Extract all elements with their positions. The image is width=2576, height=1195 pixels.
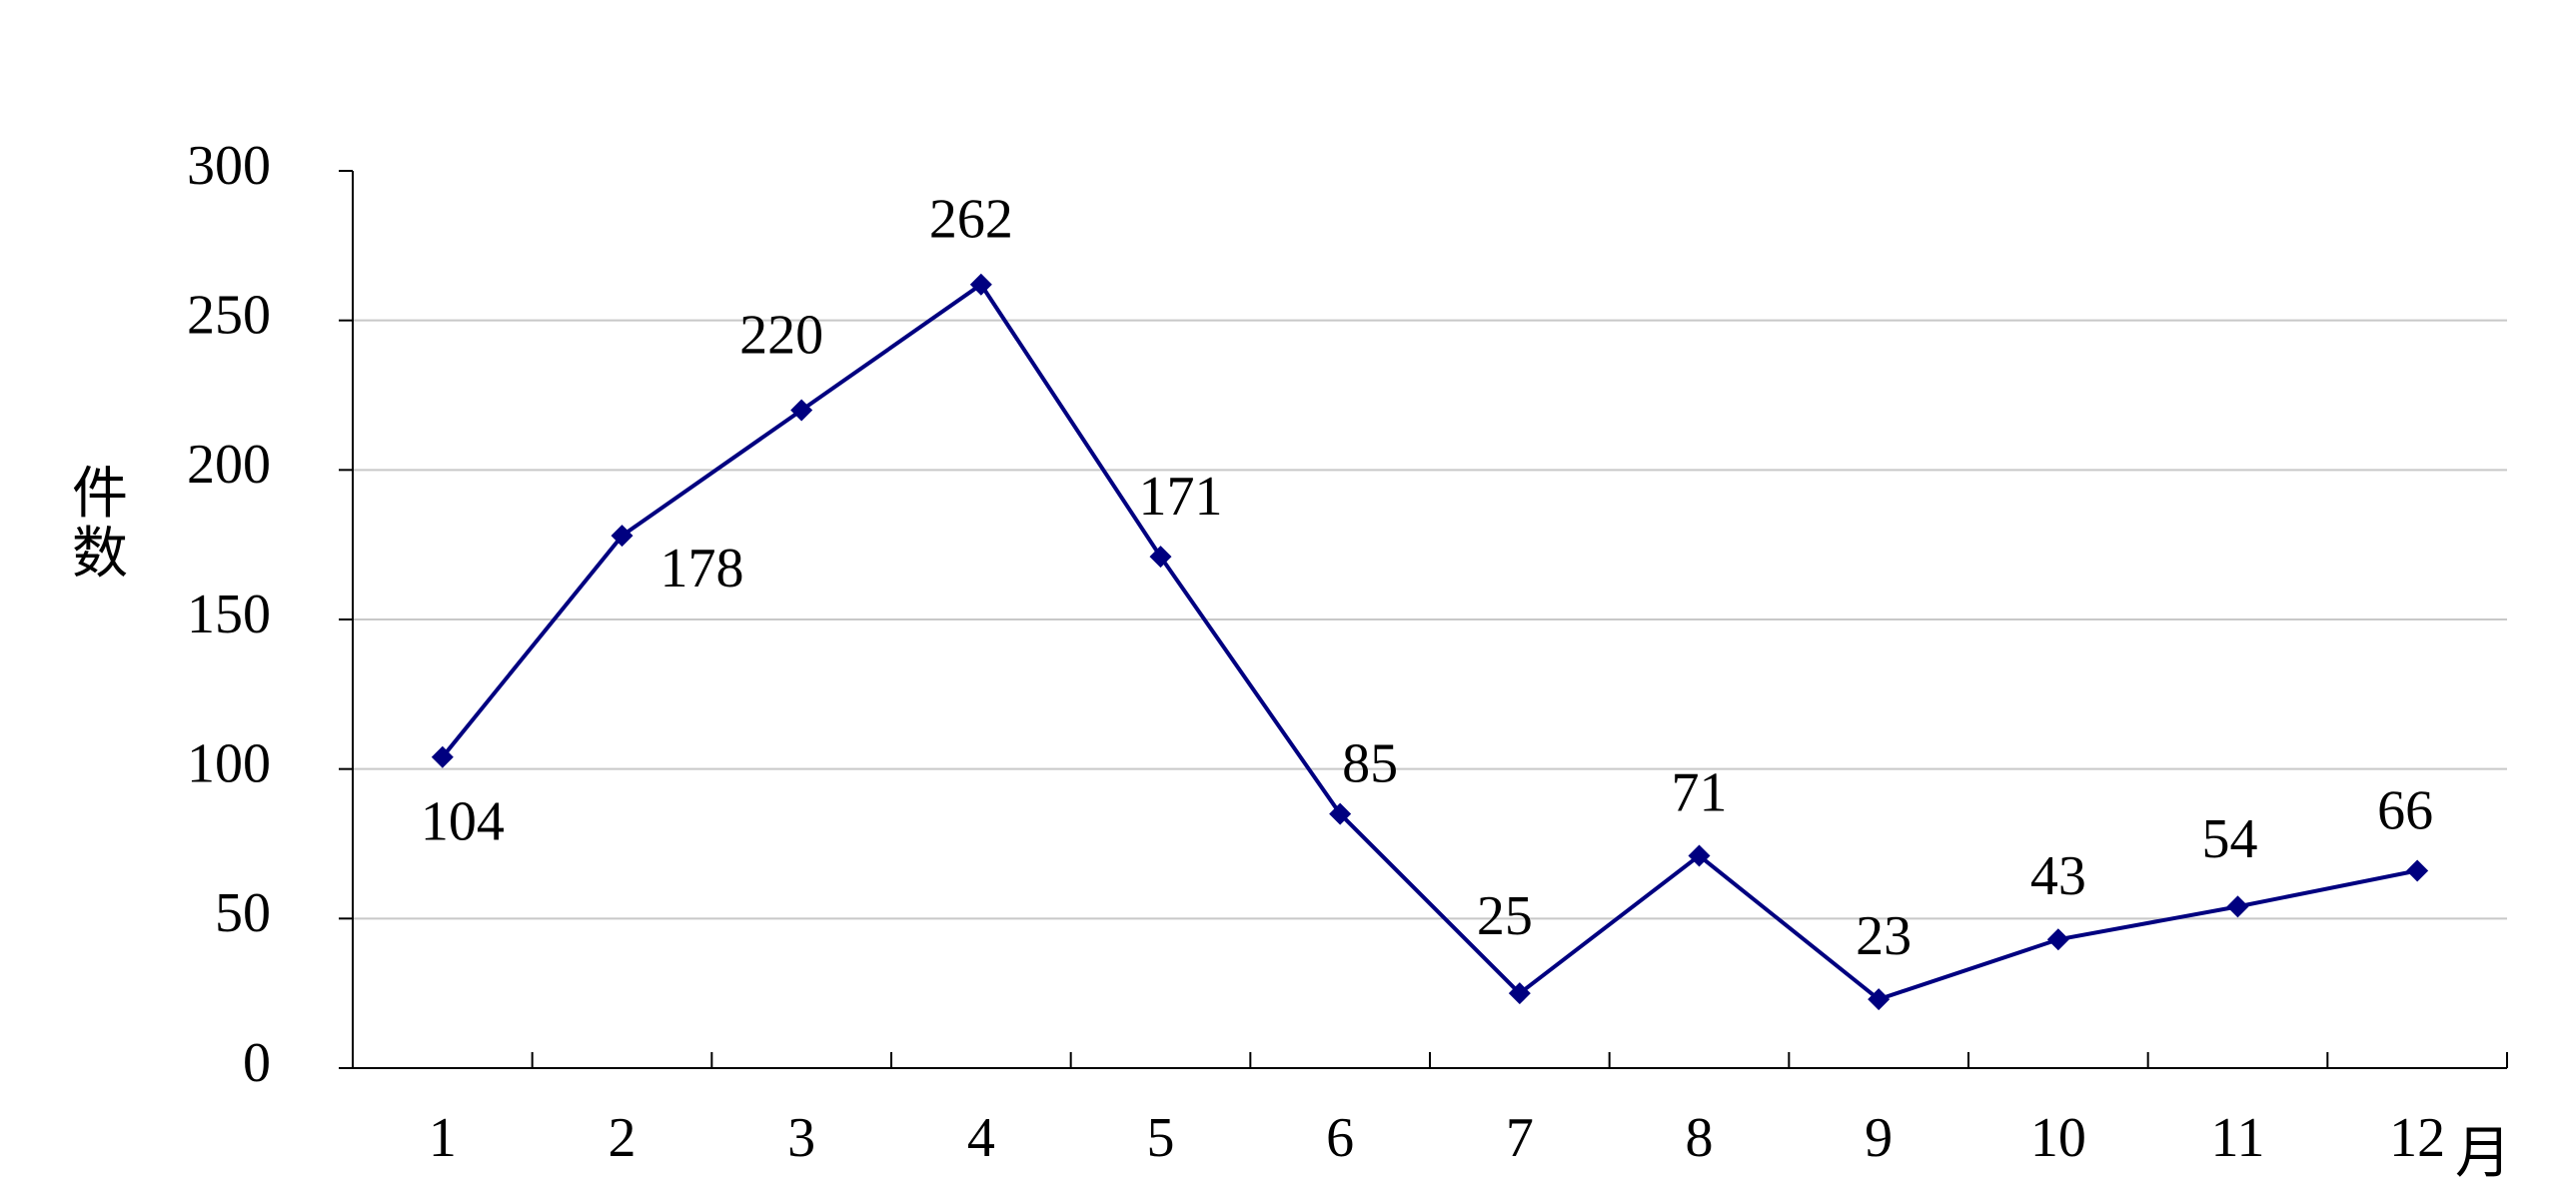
data-label: 104 xyxy=(421,791,505,853)
marker xyxy=(969,273,992,296)
x-tick-label: 7 xyxy=(1506,1107,1534,1169)
y-tick-label: 50 xyxy=(215,882,271,944)
data-label: 23 xyxy=(1856,905,1912,967)
x-axis-label: 月 xyxy=(2455,1123,2511,1185)
x-tick-label: 12 xyxy=(2389,1107,2445,1169)
data-label: 262 xyxy=(929,189,1013,251)
marker xyxy=(2226,895,2249,918)
marker xyxy=(1508,982,1531,1005)
x-tick-label: 9 xyxy=(1865,1107,1893,1169)
data-label: 54 xyxy=(2202,808,2258,870)
data-label: 66 xyxy=(2377,779,2433,841)
x-tick-label: 1 xyxy=(429,1107,457,1169)
y-tick-label: 250 xyxy=(187,285,271,347)
marker xyxy=(431,745,454,768)
marker xyxy=(2406,859,2429,882)
marker xyxy=(611,525,634,548)
y-tick-label: 0 xyxy=(243,1032,271,1094)
line xyxy=(441,281,2418,1002)
x-tick-label: 6 xyxy=(1326,1107,1354,1169)
marker xyxy=(1149,546,1172,569)
marker xyxy=(790,399,813,422)
y-tick-label: 100 xyxy=(187,733,271,795)
y-tick-label: 150 xyxy=(187,584,271,645)
data-label: 71 xyxy=(1672,761,1728,823)
marker xyxy=(1868,988,1891,1011)
x-tick-label: 10 xyxy=(2030,1107,2086,1169)
marker xyxy=(2046,928,2069,951)
y-axis-label: 件数 xyxy=(72,464,128,586)
x-tick-label: 3 xyxy=(787,1107,815,1169)
x-tick-label: 8 xyxy=(1686,1107,1714,1169)
x-tick-label: 2 xyxy=(609,1107,637,1169)
data-label: 25 xyxy=(1477,885,1533,947)
marker xyxy=(1688,844,1711,867)
data-label: 171 xyxy=(1139,466,1223,528)
y-tick-label: 200 xyxy=(187,434,271,496)
x-tick-label: 4 xyxy=(967,1107,995,1169)
data-label: 178 xyxy=(660,538,744,599)
data-label: 85 xyxy=(1342,732,1398,794)
x-tick-label: 5 xyxy=(1147,1107,1175,1169)
marker xyxy=(1329,802,1352,825)
data-label: 220 xyxy=(739,304,823,366)
x-tick-label: 11 xyxy=(2211,1107,2265,1169)
data-label: 43 xyxy=(2030,845,2086,907)
y-tick-label: 300 xyxy=(187,135,271,197)
